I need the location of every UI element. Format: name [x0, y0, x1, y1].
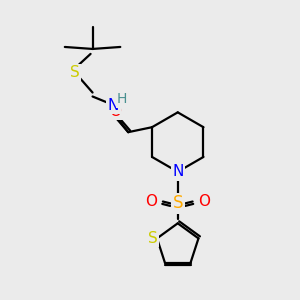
Text: S: S	[148, 231, 158, 246]
Text: S: S	[172, 194, 183, 212]
Text: O: O	[109, 104, 121, 119]
Text: O: O	[145, 194, 157, 209]
Text: O: O	[199, 194, 211, 209]
Text: S: S	[70, 65, 80, 80]
Text: N: N	[108, 98, 119, 113]
Text: N: N	[172, 164, 183, 179]
Text: H: H	[117, 92, 128, 106]
